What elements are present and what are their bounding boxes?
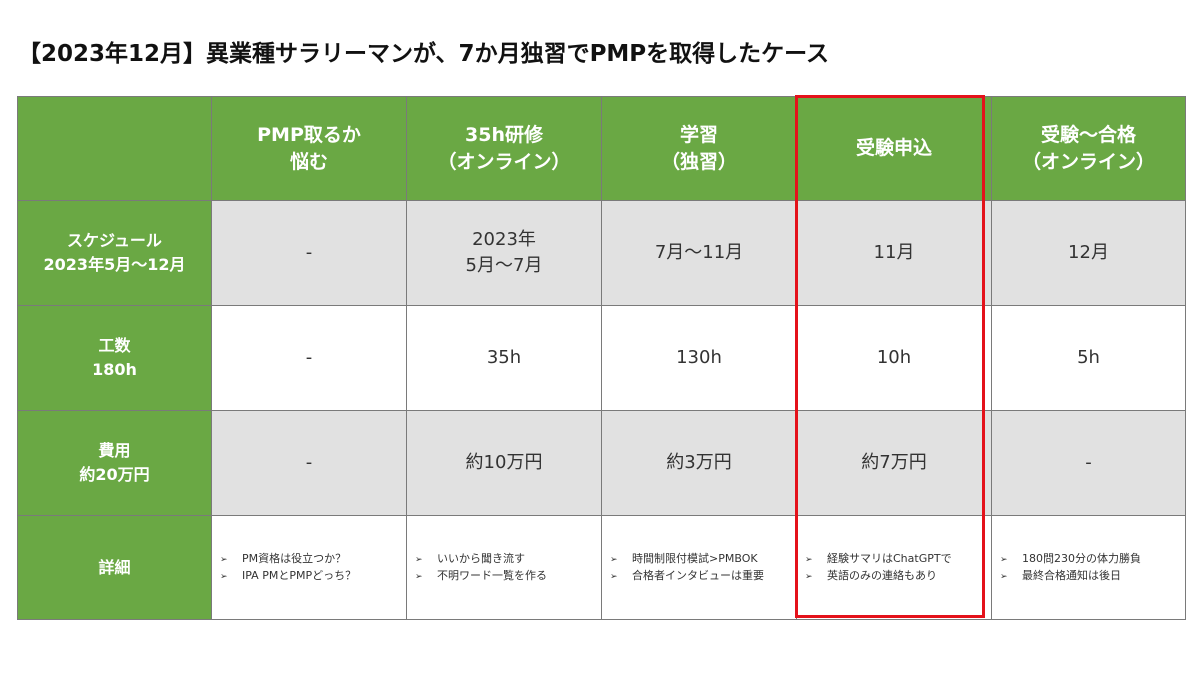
row-label-details: 詳細 xyxy=(17,515,212,620)
details-row: 詳細 ➢ PM資格は役立つか？ ➢ IPA PMとPMPどっち？ ➢ いいから聞き流す… xyxy=(17,515,1186,620)
row-label-effort: 工数 180h xyxy=(17,305,212,411)
detail-cell: ➢ 経験サマリはChatGPTで ➢ 英語のみの連絡もあり xyxy=(796,515,992,620)
list-item: ➢ 合格者インタビューは重要 xyxy=(610,568,796,585)
bullet-list: ➢ PM資格は役立つか？ ➢ IPA PMとPMPどっち？ xyxy=(220,551,406,585)
table-cell: 5h xyxy=(991,305,1186,411)
header-text: （オンライン） xyxy=(437,150,571,173)
table-cell: 35h xyxy=(406,305,602,411)
table-cell: - xyxy=(991,410,1186,516)
list-item: ➢ 時間制限付模試>PMBOK xyxy=(610,551,796,568)
bullet-text: 合格者インタビューは重要 xyxy=(632,568,764,582)
bullet-text: IPA PMとPMPどっち？ xyxy=(242,568,357,582)
bullet-arrow-icon: ➢ xyxy=(805,554,813,565)
bullet-text: 時間制限付模試>PMBOK xyxy=(632,551,758,565)
header-cell-consider: PMP取るか 悩む xyxy=(211,96,407,201)
table-cell: 約10万円 xyxy=(406,410,602,516)
row-label-text: スケジュール xyxy=(67,231,162,250)
list-item: ➢ 180問230分の体力勝負 xyxy=(1000,551,1185,568)
header-text: 悩む xyxy=(289,150,328,173)
table-cell: 10h xyxy=(796,305,992,411)
table-cell: 12月 xyxy=(991,200,1186,306)
cell-text: 7月～11月 xyxy=(654,242,744,263)
bullet-arrow-icon: ➢ xyxy=(415,571,423,582)
header-cell-training: 35h研修 （オンライン） xyxy=(406,96,602,201)
bullet-arrow-icon: ➢ xyxy=(610,571,618,582)
cell-text: 11月 xyxy=(873,242,915,263)
header-corner-cell xyxy=(17,96,212,201)
pmp-schedule-table: PMP取るか 悩む 35h研修 （オンライン） 学習 （独習） 受験申込 受験～… xyxy=(17,96,1186,620)
row-label-text: 約20万円 xyxy=(79,465,150,484)
cell-text: 5月～7月 xyxy=(465,255,543,276)
bullet-list: ➢ 180問230分の体力勝負 ➢ 最終合格通知は後日 xyxy=(1000,551,1185,585)
bullet-arrow-icon: ➢ xyxy=(1000,571,1008,582)
bullet-text: いいから聞き流す xyxy=(437,551,525,565)
bullet-text: 経験サマリはChatGPTで xyxy=(827,551,952,565)
list-item: ➢ IPA PMとPMPどっち？ xyxy=(220,568,406,585)
detail-cell: ➢ 時間制限付模試>PMBOK ➢ 合格者インタビューは重要 xyxy=(601,515,797,620)
header-text: PMP取るか xyxy=(257,123,361,146)
row-label-text: 2023年5月～12月 xyxy=(43,255,186,274)
bullet-arrow-icon: ➢ xyxy=(610,554,618,565)
bullet-arrow-icon: ➢ xyxy=(220,571,228,582)
list-item: ➢ 最終合格通知は後日 xyxy=(1000,568,1185,585)
bullet-list: ➢ いいから聞き流す ➢ 不明ワード一覧を作る xyxy=(415,551,601,585)
schedule-row: スケジュール 2023年5月～12月 - 2023年 5月～7月 7月～11月 … xyxy=(17,200,1186,306)
header-text: （オンライン） xyxy=(1021,150,1155,173)
effort-row: 工数 180h - 35h 130h 10h 5h xyxy=(17,305,1186,411)
bullet-text: 180問230分の体力勝負 xyxy=(1022,551,1141,565)
table-cell: - xyxy=(211,410,407,516)
cell-text: 12月 xyxy=(1068,242,1109,263)
header-text: 受験申込 xyxy=(855,137,932,159)
table-cell: - xyxy=(211,200,407,306)
highlight-frame xyxy=(795,95,985,618)
detail-cell: ➢ いいから聞き流す ➢ 不明ワード一覧を作る xyxy=(406,515,602,620)
row-label-schedule: スケジュール 2023年5月～12月 xyxy=(17,200,212,306)
page-title: 【2023年12月】異業種サラリーマンが、7か月独習でPMPを取得したケース xyxy=(18,41,830,67)
header-text: 35h研修 xyxy=(465,123,543,146)
detail-cell: ➢ 180問230分の体力勝負 ➢ 最終合格通知は後日 xyxy=(991,515,1186,620)
cell-text: - xyxy=(305,242,313,263)
bullet-text: PM資格は役立つか？ xyxy=(242,551,347,565)
bullet-text: 最終合格通知は後日 xyxy=(1022,568,1121,582)
bullet-arrow-icon: ➢ xyxy=(1000,554,1008,565)
row-label-text: 費用 xyxy=(98,441,131,460)
list-item: ➢ 不明ワード一覧を作る xyxy=(415,568,601,585)
row-label-text: 180h xyxy=(92,360,137,379)
table-cell: 2023年 5月～7月 xyxy=(406,200,602,306)
row-label-cost: 費用 約20万円 xyxy=(17,410,212,516)
bullet-arrow-icon: ➢ xyxy=(415,554,423,565)
bullet-arrow-icon: ➢ xyxy=(805,571,813,582)
table-cell: 7月～11月 xyxy=(601,200,797,306)
list-item: ➢ 経験サマリはChatGPTで xyxy=(805,551,991,568)
header-text: （独習） xyxy=(660,150,737,173)
table-cell: 約3万円 xyxy=(601,410,797,516)
list-item: ➢ 英語のみの連絡もあり xyxy=(805,568,991,585)
table-cell: 130h xyxy=(601,305,797,411)
header-cell-study: 学習 （独習） xyxy=(601,96,797,201)
cost-row: 費用 約20万円 - 約10万円 約3万円 約7万円 - xyxy=(17,410,1186,516)
header-row: PMP取るか 悩む 35h研修 （オンライン） 学習 （独習） 受験申込 受験～… xyxy=(17,96,1186,201)
header-text: 受験～合格 xyxy=(1040,123,1136,146)
bullet-list: ➢ 経験サマリはChatGPTで ➢ 英語のみの連絡もあり xyxy=(805,551,991,585)
row-label-text: 工数 xyxy=(98,336,131,355)
table-cell: 約7万円 xyxy=(796,410,992,516)
list-item: ➢ PM資格は役立つか？ xyxy=(220,551,406,568)
table-cell: - xyxy=(211,305,407,411)
bullet-list: ➢ 時間制限付模試>PMBOK ➢ 合格者インタビューは重要 xyxy=(610,551,796,585)
bullet-text: 不明ワード一覧を作る xyxy=(437,568,547,582)
cell-text: 2023年 xyxy=(472,229,536,250)
detail-cell: ➢ PM資格は役立つか？ ➢ IPA PMとPMPどっち？ xyxy=(211,515,407,620)
bullet-arrow-icon: ➢ xyxy=(220,554,228,565)
list-item: ➢ いいから聞き流す xyxy=(415,551,601,568)
bullet-text: 英語のみの連絡もあり xyxy=(827,568,937,582)
header-cell-exam: 受験～合格 （オンライン） xyxy=(991,96,1186,201)
header-text: 学習 xyxy=(679,123,718,146)
header-cell-apply: 受験申込 xyxy=(796,96,992,201)
